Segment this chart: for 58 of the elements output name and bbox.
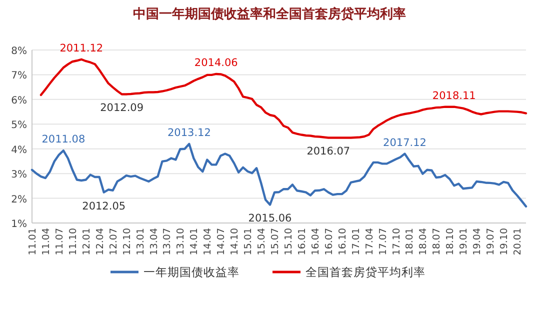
x-tick-label: 13.04	[148, 228, 160, 256]
x-tick-label: 16.10	[337, 228, 348, 256]
x-tick-label: 19.10	[499, 228, 510, 256]
x-tick-label: 16.04	[310, 228, 322, 256]
x-tick-label: 11.10	[68, 228, 79, 256]
y-tick-label: 5%	[11, 120, 27, 132]
y-tick-label: 2%	[11, 194, 27, 206]
x-tick-label: 17.04	[364, 228, 376, 256]
legend-label: 一年期国债收益率	[144, 265, 240, 279]
x-tick-label: 14.07	[216, 228, 228, 256]
x-tick-label: 11.07	[54, 228, 66, 256]
x-tick-label: 12.01	[81, 228, 92, 256]
annotation: 2018.11	[432, 90, 476, 102]
x-tick-label: 20.01	[512, 228, 524, 256]
annotation: 2013.12	[167, 126, 211, 139]
x-tick-label: 12.10	[122, 228, 133, 256]
annotation: 2012.05	[82, 200, 126, 212]
y-tick-label: 7%	[11, 70, 27, 82]
x-tick-label: 12.07	[108, 228, 120, 256]
annotation: 2015.06	[248, 212, 292, 225]
x-tick-label: 18.10	[445, 228, 456, 256]
x-tick-label: 13.07	[162, 228, 174, 256]
x-tick-label: 15.04	[256, 228, 268, 256]
y-tick-label: 1%	[11, 219, 27, 230]
x-tick-label: 17.01	[350, 228, 362, 256]
x-tick-label: 19.01	[458, 228, 470, 256]
chart-title: 中国一年期国债收益率和全国首套房贷平均利率	[133, 6, 406, 22]
x-tick-label: 19.04	[472, 228, 484, 256]
x-tick-label: 18.01	[404, 228, 416, 256]
x-tick-label: 15.10	[283, 228, 294, 256]
x-tick-label: 14.01	[189, 228, 200, 256]
x-tick-label: 13.01	[135, 228, 146, 256]
annotation: 2016.07	[306, 146, 350, 158]
x-tick-label: 16.07	[324, 228, 335, 256]
x-tick-label: 13.10	[176, 228, 187, 256]
annotation: 2014.06	[194, 56, 238, 69]
x-tick-label: 18.04	[418, 228, 430, 256]
x-tick-label: 17.07	[378, 228, 389, 256]
annotation: 2011.08	[42, 134, 86, 146]
y-tick-label: 4%	[11, 144, 27, 156]
x-tick-label: 11.01	[28, 228, 38, 256]
x-tick-label: 15.07	[270, 228, 282, 256]
x-tick-label: 16.01	[296, 228, 308, 256]
x-tick-label: 14.10	[230, 228, 241, 256]
annotation: 2012.09	[100, 102, 144, 114]
x-tick-label: 19.07	[486, 228, 497, 256]
x-tick-label: 17.10	[391, 228, 402, 256]
annotation: 2017.12	[383, 136, 426, 149]
y-tick-label: 6%	[11, 95, 27, 106]
y-tick-label: 8%	[11, 46, 27, 57]
x-tick-label: 15.01	[243, 228, 254, 256]
annotation: 2011.12	[60, 42, 104, 54]
x-tick-label: 14.04	[202, 228, 214, 256]
x-tick-label: 11.04	[40, 228, 52, 256]
x-tick-label: 12.04	[94, 228, 106, 256]
y-tick-label: 3%	[11, 170, 27, 181]
x-tick-label: 18.07	[432, 228, 443, 256]
legend-label: 全国首套房贷平均利率	[306, 265, 426, 279]
